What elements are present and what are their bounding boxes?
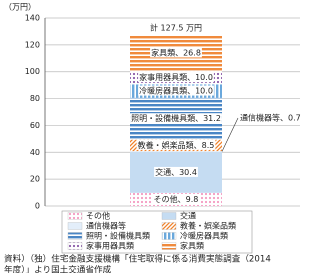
- chart: （万円） 0 20 40 60 80 100 120 140 その他、9.8 交通、30.4 通信機…: [4, 3, 301, 276]
- value-label-bg: [130, 113, 222, 124]
- source-note: 資料）（独）住宅金融支援機構「住宅取得に係る消費実態調査（2014: [4, 253, 271, 265]
- legend-box: [61, 210, 253, 254]
- legend-label: 照明・設備機具類: [86, 231, 150, 241]
- legend-swatch: [67, 242, 83, 250]
- value-label-bg: [138, 72, 214, 83]
- y-tick-label: 20: [30, 175, 40, 184]
- legend-label: 冷暖房器具類: [180, 231, 228, 241]
- legend-swatch: [161, 232, 177, 240]
- legend-label: 通信機器等: [86, 221, 126, 231]
- value-label: その他、9.8: [154, 194, 199, 204]
- legend-label: その他: [86, 211, 110, 221]
- legend-swatch: [161, 242, 177, 250]
- value-label-bg: [138, 85, 214, 96]
- total-label: 計 127.5 万円: [150, 22, 202, 32]
- legend-swatch: [161, 222, 177, 230]
- leader-line: [221, 117, 239, 152]
- y-tick-label: 140: [25, 14, 40, 23]
- y-tick-label: 0: [35, 202, 40, 211]
- value-label-bg: [154, 166, 198, 177]
- y-tick-label: 60: [30, 121, 40, 130]
- y-tick-label: 40: [30, 148, 40, 157]
- value-label: 照明・設備機具類、31.2: [131, 113, 221, 123]
- legend-label: 交通: [180, 211, 196, 221]
- bar-segment: [130, 151, 222, 153]
- y-tick-label: 100: [25, 67, 40, 76]
- value-label: 家具類、26.8: [151, 47, 201, 57]
- value-label: 通信機器等、0.7: [240, 113, 301, 123]
- legend-swatch: [67, 222, 83, 230]
- legend-swatch: [67, 232, 83, 240]
- value-label-bg: [136, 139, 216, 150]
- legend-label: 家事用器具類: [86, 241, 134, 251]
- source-note: 年度）」より国土交通省作成: [4, 264, 112, 274]
- legend-label: 家具類: [180, 241, 204, 251]
- value-label-bg: [150, 47, 202, 58]
- value-label: 冷暖房器具類、10.0: [139, 86, 213, 96]
- legend-label: 教養・娯楽品類: [180, 221, 236, 231]
- y-tick-label: 120: [25, 40, 40, 49]
- y-tick-label: 80: [30, 94, 40, 103]
- legend-swatch: [161, 212, 177, 220]
- value-label: 教養・娯楽品類、8.5: [138, 140, 215, 150]
- value-label-bg: [152, 193, 200, 204]
- legend-swatch: [67, 212, 83, 220]
- value-label: 家事用器具類、10.0: [139, 72, 213, 82]
- y-axis-label: （万円）: [4, 3, 36, 12]
- value-label: 交通、30.4: [155, 167, 197, 177]
